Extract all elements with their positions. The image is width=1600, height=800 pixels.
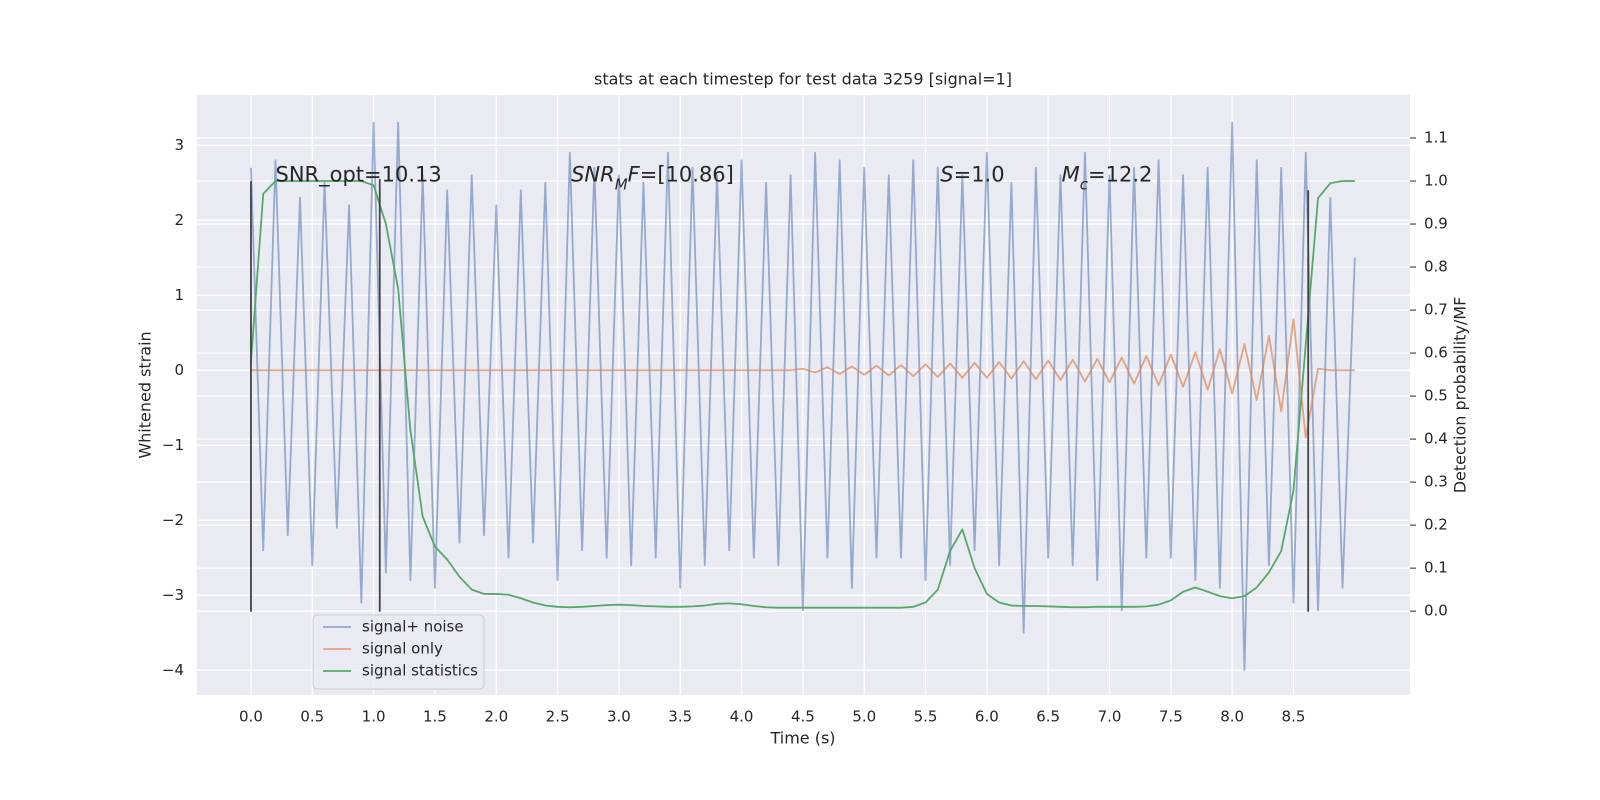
- x-tick-label: 1.5: [423, 708, 447, 726]
- y-tick-label: −1: [162, 436, 184, 454]
- annotation: S=1.0: [940, 162, 1004, 186]
- x-tick-label: 0.0: [239, 708, 263, 726]
- legend-label: signal+ noise: [362, 618, 464, 636]
- x-tick-label: 5.0: [852, 708, 876, 726]
- x-tick-label: 3.0: [607, 708, 631, 726]
- y-tick-label: −4: [162, 661, 184, 679]
- annotation-part: F: [628, 162, 641, 186]
- annotation-part: M: [615, 175, 628, 193]
- y2-tick-label: 1.1: [1424, 129, 1448, 147]
- y2-axis-label: Detection probability/MF: [1451, 297, 1470, 494]
- y2-tick-label: 0.6: [1424, 344, 1448, 362]
- y2-tick-label: 1.0: [1424, 172, 1448, 190]
- y2-tick-label: 0.5: [1424, 387, 1448, 405]
- annotation-part: =1.0: [954, 162, 1005, 186]
- x-tick-label: 8.5: [1282, 708, 1306, 726]
- y2-tick-label: 0.0: [1424, 602, 1448, 620]
- annotation-part: =12.2: [1088, 162, 1152, 186]
- chart-title: stats at each timestep for test data 325…: [594, 70, 1012, 89]
- grid: [197, 95, 1410, 695]
- x-axis-label: Time (s): [769, 729, 835, 748]
- marks: SNR_opt=10.13 SNRMF=[10.86] S=1.0 Mc=12.2: [250, 121, 1356, 672]
- annotation-part: c: [1080, 175, 1089, 193]
- x-tick-label: 4.0: [730, 708, 754, 726]
- annotation-part: M: [1062, 162, 1080, 186]
- x-tick-label: 7.0: [1098, 708, 1122, 726]
- series-line: [250, 121, 1356, 672]
- x-tick-label: 2.0: [484, 708, 508, 726]
- annotation-part: SNR_opt=10.13: [275, 162, 441, 187]
- y-tick-label: 0: [174, 361, 184, 379]
- annotation-part: =[10.86]: [640, 162, 734, 186]
- y-axis-label: Whitened strain: [136, 331, 155, 458]
- annotation: SNR_opt=10.13: [275, 162, 441, 187]
- y2-tick-label: 0.8: [1424, 258, 1448, 276]
- y2-tick-label: 0.1: [1424, 559, 1448, 577]
- axes: 0.0 0.5 1.0 1.5 2.0 2.5 3.0 3.5 4.0 4.5 5.0 5.5 6.0 6…: [162, 129, 1448, 726]
- y-tick-label: 2: [174, 211, 184, 229]
- legend-label: signal only: [362, 640, 443, 658]
- y2-tick-label: 0.4: [1424, 430, 1448, 448]
- x-tick-label: 1.0: [362, 708, 386, 726]
- y-tick-label: 3: [174, 136, 184, 154]
- x-tick-label: 3.5: [668, 708, 692, 726]
- x-tick-label: 4.5: [791, 708, 815, 726]
- y2-tick-label: 0.7: [1424, 301, 1448, 319]
- x-tick-label: 5.5: [914, 708, 938, 726]
- x-tick-label: 0.5: [300, 708, 324, 726]
- y-tick-label: −3: [162, 586, 184, 604]
- x-tick-label: 6.5: [1036, 708, 1060, 726]
- y2-tick-label: 0.9: [1424, 215, 1448, 233]
- annotation-part: SNR: [571, 162, 615, 186]
- y2-tick-label: 0.2: [1424, 516, 1448, 534]
- y2-tick-label: 0.3: [1424, 473, 1448, 491]
- annotation: Mc=12.2: [1062, 162, 1153, 193]
- x-tick-label: 8.0: [1220, 708, 1244, 726]
- annotation: SNRMF=[10.86]: [571, 162, 734, 193]
- annotation-part: S: [940, 162, 953, 186]
- series-line: [250, 180, 1355, 609]
- x-tick-label: 2.5: [546, 708, 570, 726]
- x-tick-label: 6.0: [975, 708, 999, 726]
- series-line: [250, 318, 1355, 439]
- legend: signal+ noise signal only signal statistic…: [312, 614, 485, 690]
- x-tick-label: 7.5: [1159, 708, 1183, 726]
- legend-label: signal statistics: [362, 662, 478, 680]
- y-tick-label: −2: [162, 511, 184, 529]
- y-tick-label: 1: [174, 286, 184, 304]
- legend-box: [312, 614, 485, 690]
